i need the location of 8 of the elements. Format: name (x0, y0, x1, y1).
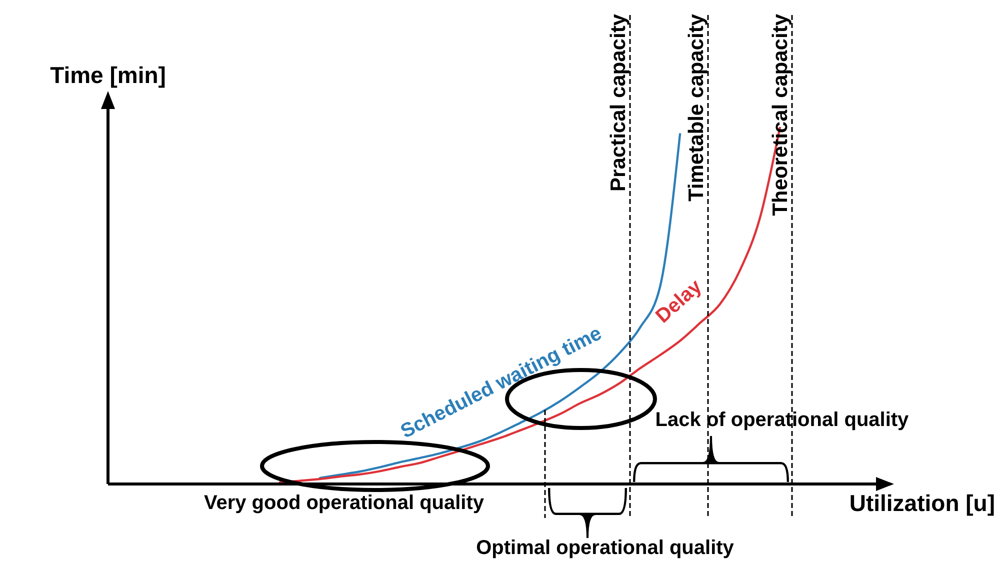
x-axis-title: Utilization [u] (849, 490, 995, 516)
text: Very good operational quality (204, 492, 485, 514)
annotation: Theoretical capacity (769, 14, 792, 216)
annotation: Practical capacity (607, 14, 630, 192)
y-axis-title: Time [min] (50, 62, 166, 88)
annotation: Timetable capacity (685, 14, 708, 202)
text: Optimal operational quality (476, 537, 735, 559)
annotation: Lack of operational quality (655, 409, 910, 431)
